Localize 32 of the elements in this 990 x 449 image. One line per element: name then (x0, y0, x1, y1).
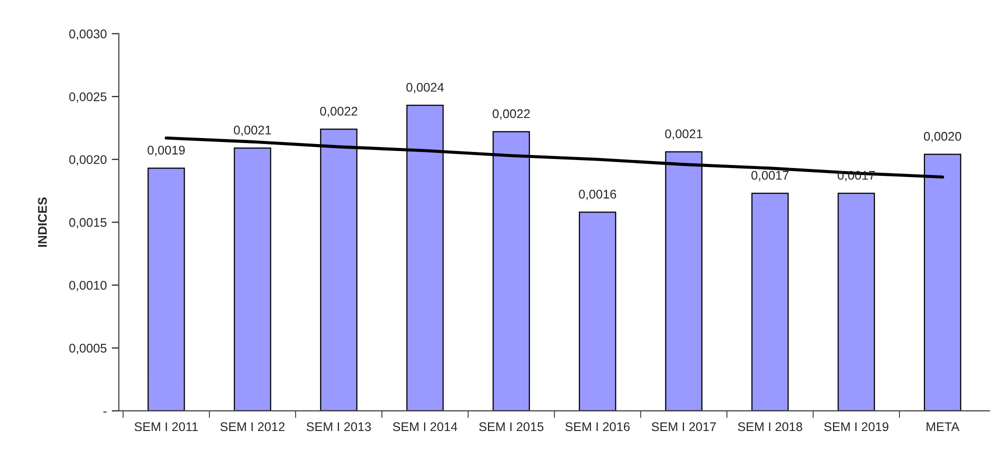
data-label: 0,0016 (578, 190, 616, 200)
y-tick-label: - (103, 412, 106, 413)
data-label: 0,0022 (492, 109, 530, 120)
data-label: 0,0021 (234, 126, 272, 136)
data-label: 0,0020 (924, 132, 962, 142)
y-tick-label: 0,0025 (69, 92, 106, 103)
data-label: 0,0021 (665, 129, 702, 140)
y-tick-label: 0,0010 (69, 280, 107, 292)
x-tick-label: SEM I 2018 (738, 422, 802, 432)
data-label: 0,0019 (148, 146, 185, 156)
y-axis-title: INDICES (38, 197, 47, 247)
x-tick-label: SEM I 2011 (134, 422, 198, 432)
bar (148, 168, 185, 411)
bar (578, 212, 616, 411)
x-tick-label: META (926, 422, 960, 432)
x-tick-label: SEM I 2015 (479, 422, 544, 432)
data-label: 0,0024 (406, 82, 444, 94)
y-tick-label: 0,0020 (69, 155, 107, 166)
x-tick-label: SEM I 2016 (565, 422, 630, 432)
x-tick-label: SEM I 2019 (824, 422, 888, 432)
y-tick-label: 0,0015 (69, 218, 106, 228)
x-tick-label: SEM I 2012 (220, 422, 285, 432)
y-tick-label: 0,0030 (69, 29, 107, 40)
y-tick-label: 0,0005 (69, 344, 106, 354)
x-tick-label: SEM I 2013 (306, 422, 371, 432)
data-label: 0,0017 (751, 170, 789, 182)
data-label: 0,0022 (320, 106, 358, 118)
bar (751, 192, 789, 411)
x-tick-label: SEM I 2017 (652, 422, 716, 432)
bar (234, 148, 272, 411)
bar (838, 192, 875, 411)
x-tick-label: SEM I 2014 (392, 422, 458, 432)
